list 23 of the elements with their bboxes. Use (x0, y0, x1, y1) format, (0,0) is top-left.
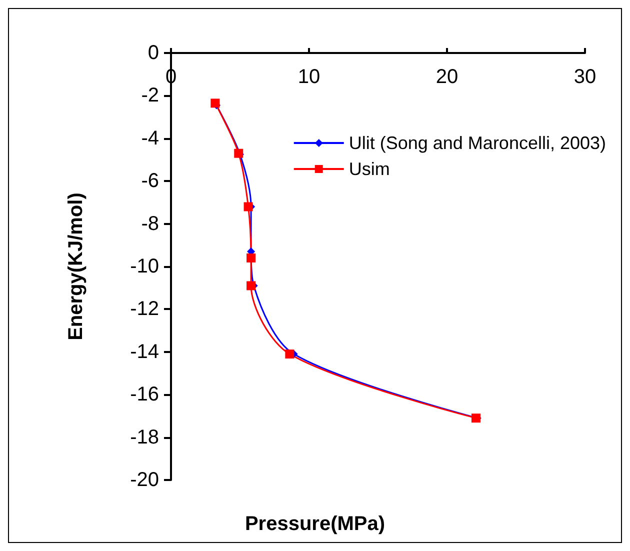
y-tick-label: -14 (130, 340, 159, 363)
legend-label: Ulit (Song and Maroncelli, 2003) (348, 133, 606, 153)
x-tick-label: 20 (436, 66, 458, 88)
y-tick-label: -8 (141, 212, 159, 235)
y-tick-label: 0 (148, 42, 159, 64)
x-tick-label: 10 (298, 66, 320, 88)
y-tick-label: -12 (130, 298, 159, 320)
y-tick-label: -16 (130, 384, 159, 406)
y-tick-label: -10 (130, 256, 159, 278)
point (285, 350, 294, 359)
y-tick-label: -6 (141, 170, 159, 192)
y-tick-label: -20 (130, 469, 159, 491)
y-axis-title: Energy(KJ/mol) (65, 192, 87, 340)
point (246, 253, 256, 262)
y-tick-label: -18 (130, 426, 159, 448)
x-tick-label: 30 (574, 66, 596, 88)
point (244, 202, 253, 212)
x-axis-title: Pressure(MPa) (244, 513, 386, 535)
legend-label: Usim (348, 159, 390, 179)
point (246, 281, 256, 290)
y-tick-label: -4 (141, 127, 159, 150)
y-tick-label: -2 (141, 84, 159, 107)
point (210, 98, 220, 108)
